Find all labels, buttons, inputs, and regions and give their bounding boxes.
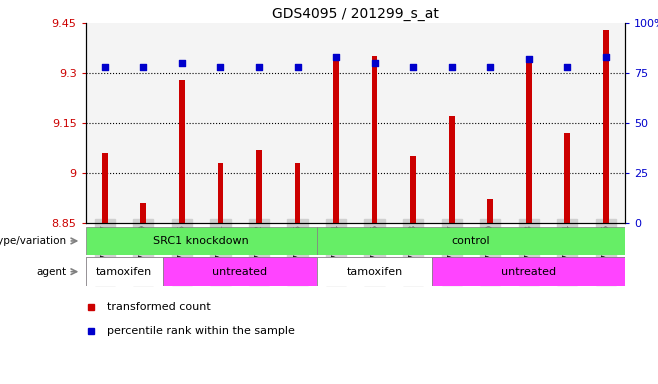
Bar	[218, 163, 223, 223]
Bar	[565, 133, 570, 223]
Bar	[316, 257, 432, 286]
Text: untreated: untreated	[212, 266, 267, 277]
Bar	[140, 203, 146, 223]
Point	[601, 54, 611, 60]
Bar	[449, 116, 455, 223]
Bar	[548, 23, 586, 223]
Bar	[355, 23, 394, 223]
Text: control: control	[451, 236, 490, 246]
Point	[254, 64, 265, 70]
Text: tamoxifen: tamoxifen	[96, 266, 152, 277]
Bar	[316, 227, 625, 255]
Bar	[86, 257, 163, 286]
Title: GDS4095 / 201299_s_at: GDS4095 / 201299_s_at	[272, 7, 439, 21]
Bar	[509, 23, 548, 223]
Bar	[163, 257, 316, 286]
Bar	[488, 199, 493, 223]
Bar	[432, 257, 625, 286]
Point	[292, 64, 303, 70]
Point	[408, 64, 418, 70]
Bar	[410, 156, 416, 223]
Bar	[124, 23, 163, 223]
Bar	[86, 227, 316, 255]
Text: genotype/variation: genotype/variation	[0, 236, 66, 246]
Point	[215, 64, 226, 70]
Text: untreated: untreated	[501, 266, 556, 277]
Point	[446, 64, 457, 70]
Bar	[603, 30, 609, 223]
Bar	[256, 149, 262, 223]
Bar	[240, 23, 278, 223]
Point	[524, 56, 534, 62]
Text: SRC1 knockdown: SRC1 knockdown	[153, 236, 249, 246]
Bar	[394, 23, 432, 223]
Bar	[471, 23, 509, 223]
Point	[138, 64, 149, 70]
Bar	[278, 23, 316, 223]
Bar	[432, 23, 471, 223]
Bar	[586, 23, 625, 223]
Point	[485, 64, 495, 70]
Text: percentile rank within the sample: percentile rank within the sample	[107, 326, 295, 336]
Bar	[102, 153, 108, 223]
Bar	[179, 79, 185, 223]
Bar	[526, 56, 532, 223]
Bar	[163, 23, 201, 223]
Point	[99, 64, 110, 70]
Bar	[316, 23, 355, 223]
Point	[176, 60, 187, 66]
Text: agent: agent	[37, 266, 66, 277]
Bar	[201, 23, 240, 223]
Bar	[86, 23, 124, 223]
Point	[562, 64, 572, 70]
Bar	[295, 163, 301, 223]
Text: transformed count: transformed count	[107, 302, 211, 312]
Bar	[372, 56, 378, 223]
Text: tamoxifen: tamoxifen	[347, 266, 403, 277]
Bar	[333, 56, 339, 223]
Point	[369, 60, 380, 66]
Point	[331, 54, 342, 60]
